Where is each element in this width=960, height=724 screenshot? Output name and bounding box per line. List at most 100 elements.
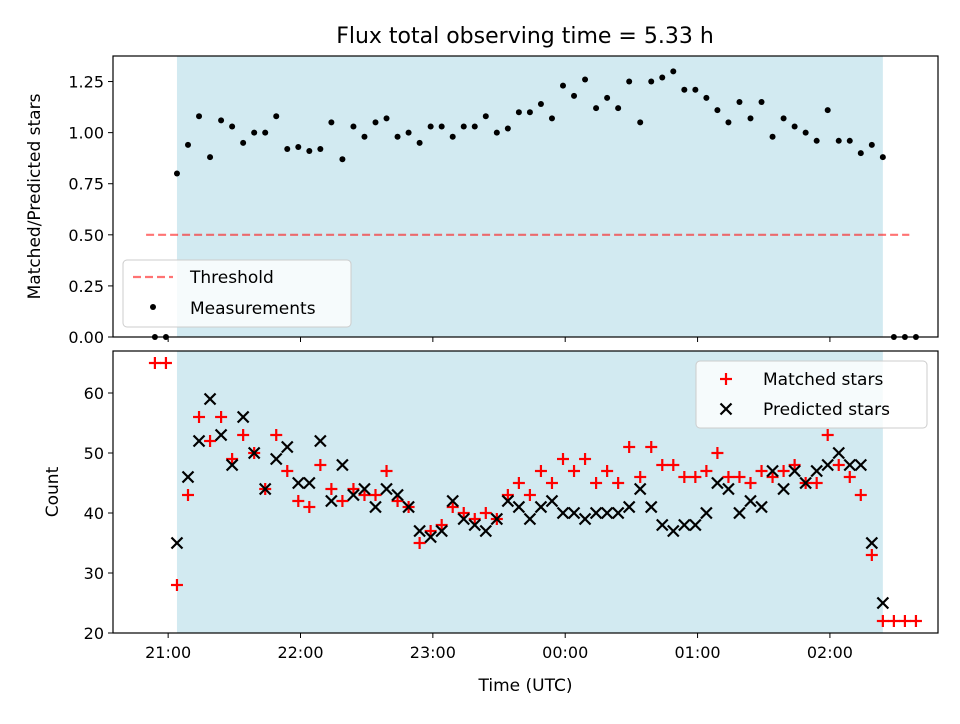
- measurement-point-45: [648, 78, 655, 85]
- measurement-point-38: [571, 92, 578, 99]
- predicted-point-14: [325, 494, 338, 508]
- predicted-point-43: [644, 500, 658, 514]
- measurement-point-47: [670, 68, 677, 75]
- measurement-point-2: [173, 170, 180, 177]
- predicted-point-64-b: [876, 596, 890, 610]
- predicted-point-23: [424, 530, 437, 544]
- measurement-point-22: [394, 133, 401, 140]
- predicted-point-40-b: [611, 506, 625, 520]
- predicted-point-56: [788, 464, 801, 478]
- predicted-point-57-b: [799, 476, 812, 490]
- predicted-point-24: [435, 524, 448, 538]
- matched-point-16: [325, 483, 338, 495]
- measurement-point-12: [284, 145, 291, 152]
- bottom-legend-box: [695, 360, 928, 429]
- predicted-point-32-b: [523, 512, 537, 526]
- measurement-point-37: [560, 82, 566, 89]
- predicted-point-12-b: [303, 476, 316, 490]
- predicted-point-61-b: [843, 458, 857, 472]
- matched-point-0: [148, 357, 161, 369]
- predicted-point-20-b: [391, 488, 404, 502]
- predicted-point-33: [534, 500, 548, 514]
- measurement-point-10: [262, 129, 269, 136]
- predicted-point-45: [667, 524, 680, 538]
- measurement-point-61: [824, 107, 831, 114]
- bottom-ylabel: Count: [43, 466, 63, 517]
- measurement-point-39: [582, 76, 589, 83]
- top-ytick-label-2: 0.50: [68, 226, 104, 245]
- predicted-point-29-b: [490, 512, 504, 526]
- bottom-ytick-label-0: 20: [84, 624, 104, 643]
- panel-top-ratio: 0.00 0.25 0.50 0.75 1.00 1.25 Matched/Predicte…: [25, 55, 939, 347]
- predicted-point-6: [236, 410, 250, 424]
- matched-point-44: [634, 471, 647, 483]
- matched-point-58: [788, 459, 801, 471]
- predicted-point-45-b: [667, 524, 680, 538]
- predicted-point-3: [203, 392, 217, 406]
- matched-point-25: [424, 525, 437, 537]
- predicted-point-12: [303, 476, 316, 490]
- matched-point-19: [358, 489, 371, 501]
- predicted-point-53-b: [755, 500, 768, 514]
- matched-point-45: [645, 441, 658, 453]
- measurement-point-35: [537, 101, 544, 108]
- predicted-point-63: [865, 536, 879, 550]
- predicted-point-53: [755, 500, 768, 514]
- measurement-point-53: [736, 98, 743, 105]
- predicted-point-49: [711, 476, 724, 490]
- predicted-point-22: [413, 524, 426, 538]
- predicted-point-34: [545, 494, 559, 508]
- top-legend: Threshold Measurements: [122, 259, 352, 328]
- measurement-point-66: [879, 154, 886, 161]
- measurement-point-48: [681, 86, 688, 93]
- matched-point-12: [281, 465, 294, 477]
- matched-point-65: [865, 549, 878, 561]
- predicted-point-59: [821, 458, 834, 472]
- predicted-point-7-b: [247, 446, 261, 460]
- predicted-point-15: [336, 458, 349, 472]
- measurement-point-56: [769, 133, 776, 140]
- predicted-point-14-b: [325, 494, 338, 508]
- measurement-point-31: [493, 129, 500, 136]
- bottom-ytick-label-1: 30: [84, 564, 104, 583]
- predicted-point-38-b: [589, 506, 603, 520]
- predicted-point-37-b: [578, 512, 592, 526]
- predicted-point-49-b: [711, 476, 724, 490]
- predicted-point-43-b: [644, 500, 658, 514]
- predicted-point-42: [633, 482, 647, 496]
- predicted-point-41-b: [622, 500, 636, 514]
- bottom-ytick-label-4: 60: [84, 384, 104, 403]
- predicted-point-29: [490, 512, 504, 526]
- bottom-ytick-label-3: 50: [84, 444, 104, 463]
- matched-point-53: [733, 471, 746, 483]
- matched-point-15: [314, 459, 327, 471]
- predicted-point-33-b: [534, 500, 548, 514]
- measurement-point-25: [427, 123, 434, 130]
- matched-point-42: [612, 477, 625, 489]
- bottom-legend: Matched stars Predicted stars: [695, 360, 928, 429]
- matched-point-47: [667, 459, 680, 471]
- predicted-point-7: [247, 446, 261, 460]
- predicted-point-52: [744, 494, 757, 508]
- matched-point-2: [170, 579, 183, 591]
- measurement-point-64: [857, 150, 864, 157]
- matched-point-57: [777, 465, 790, 477]
- predicted-point-19: [380, 482, 393, 496]
- measurement-point-54: [747, 115, 754, 122]
- measurement-point-57: [780, 115, 787, 122]
- matched-point-54: [744, 477, 757, 489]
- predicted-point-47-b: [689, 518, 702, 532]
- matched-point-33: [512, 477, 525, 489]
- chart-title: Flux total observing time = 5.33 h: [336, 24, 714, 49]
- predicted-point-58: [810, 464, 823, 478]
- matched-point-66: [876, 615, 889, 627]
- predicted-point-11-b: [292, 476, 305, 490]
- predicted-point-31-b: [512, 500, 526, 514]
- predicted-point-58-b: [810, 464, 823, 478]
- top-ytick-label-1: 0.25: [68, 277, 104, 296]
- matched-point-48: [678, 471, 691, 483]
- predicted-point-62: [854, 458, 868, 472]
- measurement-point-20: [372, 119, 379, 126]
- matched-point-62: [832, 459, 845, 471]
- measurement-point-29: [471, 123, 478, 130]
